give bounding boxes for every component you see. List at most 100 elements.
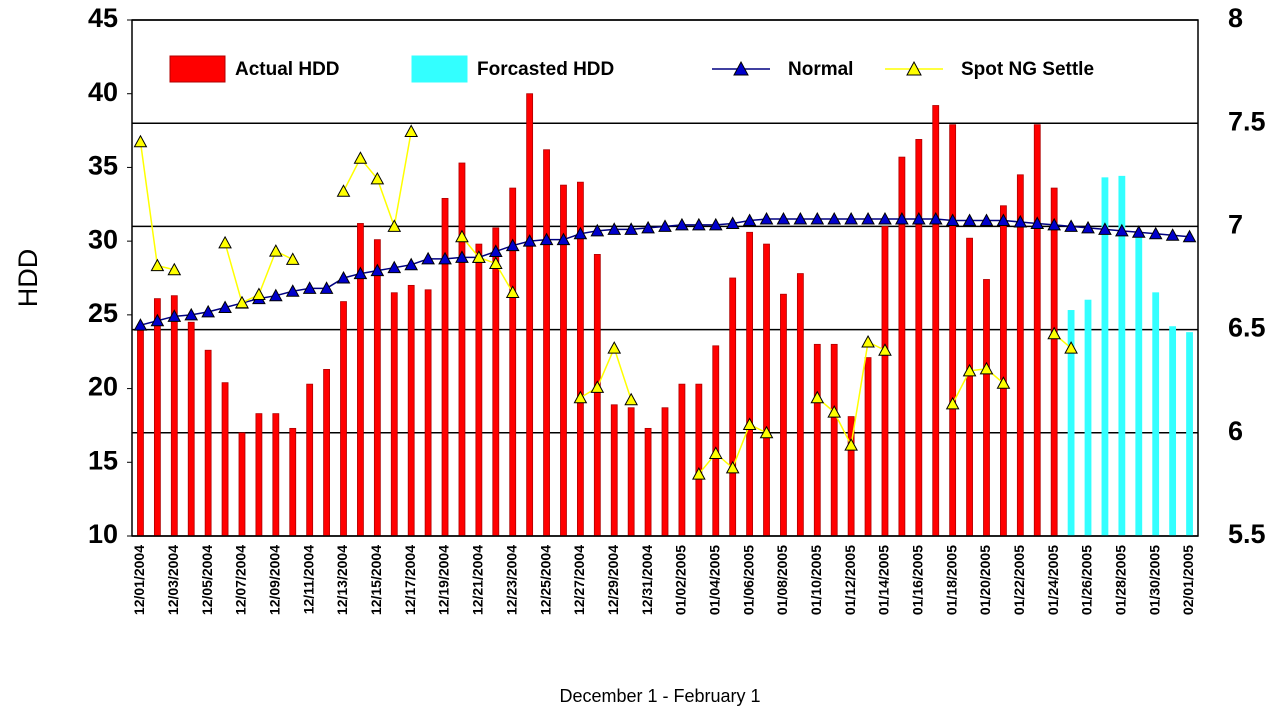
- marker: [708, 217, 723, 231]
- marker: [725, 460, 740, 474]
- x-tick-label: 01/12/2005: [842, 545, 858, 615]
- bar: [238, 432, 246, 537]
- x-tick-label: 01/24/2005: [1045, 545, 1061, 615]
- y-tick-label: 10: [88, 519, 118, 549]
- bar: [424, 289, 432, 537]
- bar: [746, 231, 754, 537]
- y2-tick-label: 7: [1228, 210, 1243, 240]
- marker: [404, 257, 419, 271]
- x-tick-label: 01/20/2005: [977, 545, 993, 615]
- marker: [421, 251, 435, 265]
- x-tick-label: 01/28/2005: [1113, 545, 1129, 615]
- bar: [695, 383, 703, 537]
- x-tick-label: 12/15/2004: [368, 545, 384, 615]
- marker: [285, 252, 300, 265]
- x-tick-label: 12/07/2004: [233, 545, 249, 615]
- x-tick-label: 01/18/2005: [943, 545, 959, 615]
- marker: [624, 222, 639, 235]
- marker: [607, 341, 622, 354]
- marker: [218, 235, 232, 249]
- marker: [370, 263, 385, 277]
- marker: [742, 213, 757, 227]
- marker: [878, 211, 892, 225]
- marker: [658, 219, 672, 232]
- legend-swatch: [411, 55, 468, 83]
- marker: [962, 363, 977, 377]
- x-tick-label: 12/23/2004: [503, 545, 519, 615]
- marker: [607, 222, 622, 235]
- x-tick-label: 01/04/2005: [706, 545, 722, 615]
- bar: [796, 273, 804, 537]
- marker: [488, 256, 503, 270]
- marker: [624, 392, 639, 406]
- x-tick-label: 12/13/2004: [334, 545, 350, 615]
- legend-label: Actual HDD: [235, 59, 340, 80]
- legend-label: Normal: [788, 59, 853, 80]
- marker: [793, 211, 808, 225]
- y-tick-label: 35: [88, 151, 118, 181]
- bar: [1050, 187, 1058, 537]
- marker: [1148, 226, 1163, 240]
- marker: [590, 223, 605, 237]
- marker: [861, 334, 875, 348]
- bar: [915, 139, 923, 537]
- marker: [708, 446, 723, 459]
- y-tick-label: 40: [88, 77, 118, 107]
- marker: [996, 213, 1011, 227]
- marker: [928, 211, 943, 225]
- x-tick-label: 12/09/2004: [267, 545, 283, 615]
- x-tick-label: 12/29/2004: [605, 545, 621, 615]
- x-tick-label: 12/25/2004: [537, 545, 553, 615]
- x-tick-label: 12/27/2004: [571, 545, 587, 615]
- marker: [725, 216, 740, 229]
- bar: [407, 284, 415, 537]
- marker: [810, 390, 825, 404]
- bar: [255, 413, 263, 537]
- marker: [827, 211, 842, 225]
- bar: [1016, 174, 1024, 537]
- bar: [543, 149, 550, 537]
- x-tick-label: 12/21/2004: [470, 545, 486, 615]
- legend-label: Forcasted HDD: [477, 59, 614, 80]
- marker: [776, 211, 791, 225]
- marker: [455, 250, 469, 263]
- marker: [556, 232, 571, 246]
- bar: [323, 369, 330, 537]
- x-tick-label: 01/30/2005: [1146, 545, 1162, 615]
- bar: [289, 427, 297, 537]
- bar: [813, 343, 821, 537]
- bar: [475, 243, 483, 537]
- marker: [133, 134, 148, 148]
- marker: [184, 307, 199, 321]
- marker: [1165, 228, 1180, 241]
- x-tick-label: 01/26/2005: [1079, 545, 1095, 615]
- bar: [763, 243, 770, 537]
- bar: [458, 162, 466, 537]
- marker: [505, 238, 520, 252]
- legend-label: Spot NG Settle: [961, 59, 1094, 80]
- marker: [404, 124, 419, 137]
- bar: [492, 227, 500, 537]
- marker: [387, 219, 402, 232]
- marker: [1182, 229, 1197, 243]
- bar: [966, 237, 973, 537]
- marker: [522, 234, 537, 247]
- bar: [221, 382, 229, 537]
- legend-marker: [906, 60, 922, 76]
- marker: [505, 285, 520, 298]
- bar: [678, 383, 686, 537]
- marker: [1047, 326, 1062, 340]
- x-tick-label: 01/22/2005: [1011, 545, 1027, 615]
- marker: [150, 313, 165, 327]
- bar: [187, 321, 195, 537]
- bar: [661, 407, 669, 537]
- marker: [488, 244, 503, 257]
- marker: [1081, 220, 1095, 234]
- marker: [387, 260, 402, 274]
- marker: [691, 217, 706, 231]
- marker: [810, 211, 825, 225]
- marker: [641, 220, 655, 234]
- marker: [844, 211, 858, 225]
- bar: [610, 404, 618, 537]
- marker: [895, 211, 909, 225]
